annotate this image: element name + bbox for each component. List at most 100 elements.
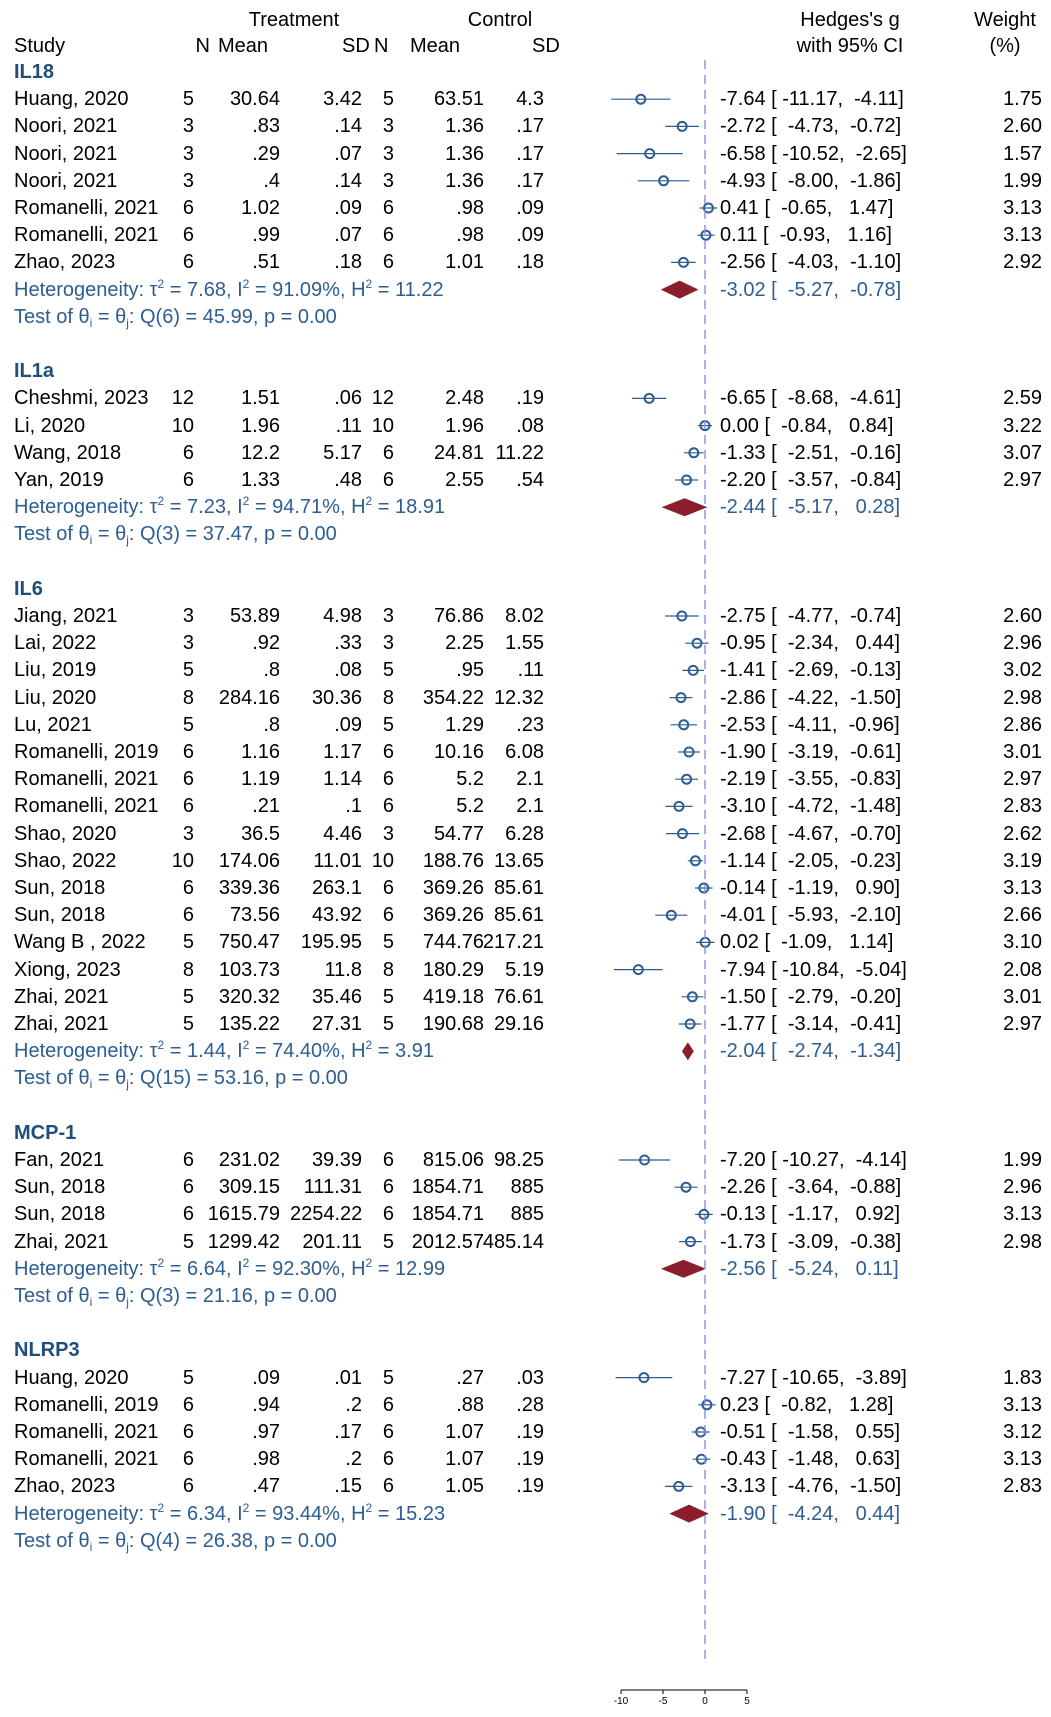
x-axis-tick-label: -10 — [614, 1696, 629, 1707]
effect-marker — [639, 1154, 651, 1166]
treatment-mean: 1.51 — [241, 387, 280, 410]
effect-marker — [635, 93, 647, 105]
effect-ci-text: 0.11 [ -0.93, 1.16] — [720, 224, 892, 247]
weight-value: 2.92 — [1003, 251, 1042, 274]
treatment-n: 6 — [182, 251, 194, 274]
study-label: Romanelli, 2021 — [14, 1448, 159, 1471]
weight-value: 1.99 — [1003, 1149, 1042, 1171]
effect-marker — [678, 719, 690, 731]
pooled-diamond — [660, 280, 699, 299]
treatment-n: 6 — [182, 1176, 194, 1199]
q-statistic: Q(3) = 21.16, p = 0.00 — [140, 1285, 337, 1307]
control-sd: 12.32 — [493, 686, 544, 709]
treatment-sd: .06 — [334, 387, 362, 410]
q-statistic: Q(6) = 45.99, p = 0.00 — [140, 305, 337, 328]
control-sd: 885 — [510, 1203, 544, 1226]
tau2-value: 6.64 — [187, 1257, 226, 1280]
effect-marker — [677, 256, 689, 268]
treatment-n: 6 — [182, 795, 194, 818]
study-label: Romanelli, 2019 — [14, 741, 159, 763]
heterogeneity-stats: Heterogeneity: τ2 = 7.68, I2 = 91.09%, H… — [14, 276, 444, 301]
treatment-n: 3 — [182, 169, 194, 192]
treatment-sd: .09 — [334, 197, 362, 219]
control-sd: .19 — [516, 387, 544, 410]
study-label: Yan, 2019 — [14, 469, 104, 491]
treatment-mean: .92 — [252, 632, 280, 655]
treatment-sd: 4.98 — [323, 605, 362, 627]
study-label: Romanelli, 2021 — [14, 1421, 159, 1443]
control-n: 3 — [382, 142, 394, 165]
control-sd: 1.55 — [505, 632, 544, 655]
weight-value: 3.13 — [1003, 224, 1042, 247]
q-statistic: Q(3) = 37.47, p = 0.00 — [140, 523, 337, 546]
control-n: 5 — [382, 713, 394, 736]
control-mean: 1854.71 — [411, 1203, 484, 1226]
treatment-mean: .09 — [252, 1366, 280, 1389]
control-n: 6 — [382, 441, 394, 464]
treatment-n: 3 — [182, 142, 194, 165]
treatment-sd: .1 — [345, 795, 362, 818]
homogeneity-test: Test of θi = θj: Q(15) = 53.16, p = 0.00 — [14, 1067, 348, 1092]
i2-value: 94.71% — [272, 496, 340, 519]
heterogeneity-label: Heterogeneity: τ — [14, 1502, 158, 1525]
effect-marker — [684, 1018, 696, 1030]
control-n: 5 — [382, 1230, 394, 1253]
treatment-mean: 339.36 — [218, 877, 280, 899]
control-mean: 190.68 — [422, 1013, 484, 1035]
treatment-sd: 27.31 — [311, 1013, 362, 1035]
treatment-n: 3 — [182, 822, 194, 845]
effect-marker — [680, 1181, 692, 1193]
group-heading: IL1a — [14, 360, 55, 383]
control-sd: .17 — [516, 169, 544, 192]
treatment-n: 5 — [182, 1013, 194, 1035]
weight-value: 1.99 — [1003, 169, 1042, 192]
x-axis-tick-label: -5 — [659, 1696, 668, 1707]
homogeneity-test: Test of θi = θj: Q(6) = 45.99, p = 0.00 — [14, 305, 337, 330]
study-label: Lu, 2021 — [14, 713, 92, 736]
study-label: Zhai, 2021 — [14, 1230, 109, 1253]
control-mean: .27 — [456, 1366, 484, 1389]
treatment-sd: 35.46 — [311, 985, 362, 1008]
treatment-sd: 195.95 — [300, 931, 362, 954]
control-n: 6 — [382, 1421, 394, 1443]
study-label: Shao, 2022 — [14, 849, 117, 872]
treatment-mean: 1299.42 — [207, 1230, 280, 1253]
weight-value: 2.83 — [1003, 1475, 1042, 1498]
weight-value: 3.19 — [1003, 849, 1042, 872]
control-n: 5 — [382, 1366, 394, 1389]
tau2-value: 1.44 — [187, 1040, 226, 1063]
control-sd: 6.08 — [505, 741, 544, 763]
weight-value: 2.83 — [1003, 795, 1042, 818]
treatment-n: 5 — [182, 985, 194, 1008]
effect-ci-text: -4.93 [ -8.00, -1.86] — [720, 169, 902, 192]
weight-value: 3.10 — [1003, 931, 1042, 954]
treatment-mean: 12.2 — [241, 441, 280, 464]
effect-ci-text: -7.27 [ -10.65, -3.89] — [720, 1366, 907, 1389]
weight-value: 2.98 — [1003, 686, 1042, 709]
effect-ci-text: 0.41 [ -0.65, 1.47] — [720, 197, 894, 219]
group-heading: MCP-1 — [14, 1121, 77, 1144]
treatment-mean: .8 — [263, 713, 280, 736]
effect-marker — [688, 447, 700, 459]
q-statistic: Q(4) = 26.38, p = 0.00 — [140, 1529, 337, 1552]
weight-value: 2.96 — [1003, 1176, 1042, 1199]
tau2-value: 7.68 — [187, 278, 226, 301]
control-sd: .17 — [516, 142, 544, 165]
treatment-n: 12 — [171, 387, 194, 410]
control-n: 6 — [382, 904, 394, 927]
x-axis-tick-label: 0 — [702, 1696, 708, 1707]
treatment-mean: .83 — [252, 115, 280, 138]
control-sd: 29.16 — [493, 1013, 544, 1035]
treatment-sd: .33 — [334, 632, 362, 655]
weight-value: 2.08 — [1003, 958, 1042, 981]
control-mean: 1.07 — [445, 1421, 484, 1443]
effect-marker — [700, 229, 712, 241]
study-label: Huang, 2020 — [14, 88, 129, 111]
heterogeneity-stats: Heterogeneity: τ2 = 1.44, I2 = 74.40%, H… — [14, 1038, 434, 1063]
control-header: Control — [467, 9, 533, 31]
homogeneity-test: Test of θi = θj: Q(4) = 26.38, p = 0.00 — [14, 1529, 337, 1554]
treatment-mean: 36.5 — [241, 822, 280, 845]
heterogeneity-label: Heterogeneity: τ — [14, 1257, 158, 1280]
i2-value: 91.09% — [272, 278, 340, 301]
